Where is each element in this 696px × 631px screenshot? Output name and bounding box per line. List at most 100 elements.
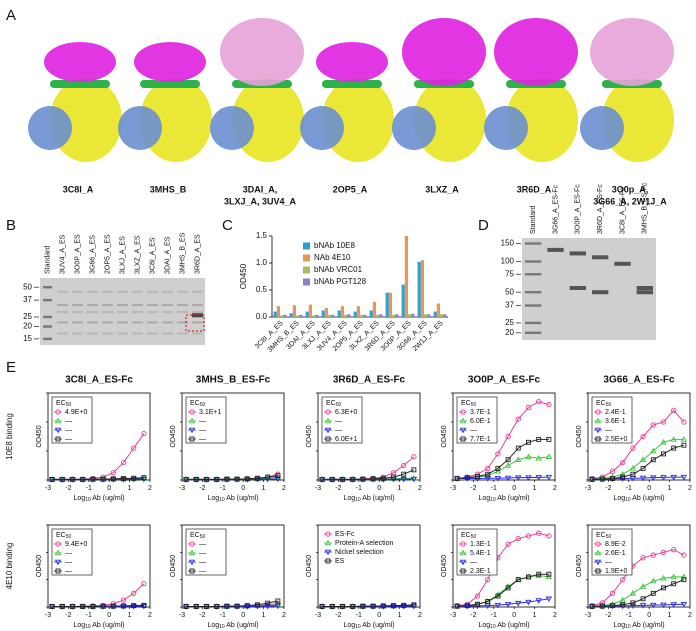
x-tick-label: -2 (65, 612, 71, 619)
marker (131, 475, 137, 481)
marker (370, 603, 376, 609)
marker (515, 416, 521, 422)
marker (319, 476, 325, 482)
marker (340, 604, 345, 609)
marker (401, 471, 407, 477)
marker (131, 445, 137, 451)
bar (315, 314, 319, 317)
legend-label: NAb 4E10 (314, 253, 351, 262)
x-tick-label: -1 (356, 612, 362, 619)
lane-label: 2OP5_A_ES (104, 234, 111, 274)
marker (599, 600, 605, 606)
bar (356, 306, 360, 317)
marker (464, 603, 471, 610)
domain-yellow (50, 78, 122, 162)
helix-green (322, 80, 382, 88)
x-axis-label: Log10 Ab (ug/ml) (343, 495, 394, 503)
marker (369, 477, 377, 483)
y-axis-label: OD450 (441, 425, 448, 447)
x-axis-label-rest: Ab (ug/ml) (361, 622, 395, 629)
legend-title: EC50 (461, 400, 477, 408)
lane-label: 3R6D_A_ES (194, 234, 201, 274)
x-tick-label: 2 (418, 485, 422, 492)
bar (308, 304, 312, 317)
legend-title-main: EC (461, 400, 471, 407)
marker (391, 474, 396, 480)
legend-value: — (199, 568, 206, 575)
x-axis-label-sub: 10 (355, 497, 361, 503)
bar (433, 311, 437, 317)
legend-label: Nickel selection (335, 549, 384, 556)
ladder-band (525, 304, 542, 307)
bar (411, 313, 415, 317)
gel-band (87, 311, 98, 314)
marker (255, 602, 260, 608)
legend-value: — (65, 559, 72, 566)
x-axis-label: Log10 Ab (ug/ml) (478, 495, 529, 503)
legend-title: EC50 (326, 400, 342, 408)
gel-band (102, 311, 113, 314)
marker (234, 476, 240, 482)
marker (410, 474, 418, 481)
structure-label: 3LXJ_A, 3UV4_A (224, 196, 297, 206)
legend-value: — (470, 559, 477, 566)
x-tick-label: 1 (668, 612, 672, 619)
gel-band (177, 321, 188, 324)
legend-swatch (303, 278, 310, 286)
marker (401, 602, 407, 608)
marker (193, 604, 199, 609)
marker (244, 477, 251, 483)
x-axis-label-rest: Ab (ug/ml) (631, 495, 665, 502)
row-label: 10E8 binding (5, 413, 14, 460)
x-tick-label: 2 (553, 612, 557, 619)
bar (331, 314, 335, 317)
x-tick-label: 0 (107, 485, 111, 492)
domain-yellow (602, 78, 674, 162)
x-axis-label: Log10 Ab (ug/ml) (73, 495, 124, 503)
marker (99, 604, 107, 610)
bar (388, 292, 392, 317)
marker (619, 470, 626, 477)
marker (515, 456, 522, 462)
x-tick-label: -1 (626, 612, 632, 619)
x-tick-label: -1 (491, 485, 497, 492)
helix-green (50, 80, 110, 88)
x-axis-label-main: Log (73, 622, 85, 629)
x-tick-label: 0 (512, 485, 516, 492)
gel-band (57, 304, 68, 307)
marker (380, 604, 387, 610)
marker (671, 407, 677, 414)
marker (204, 476, 209, 482)
marker (89, 477, 97, 483)
marker (454, 476, 460, 481)
x-axis-label-main: Log (613, 495, 625, 502)
gel-band (117, 290, 128, 293)
marker (536, 571, 542, 577)
ladder-band (43, 315, 52, 319)
legend-title-sub: 50 (200, 534, 206, 540)
x-axis-label-rest: Ab (ug/ml) (91, 622, 125, 629)
marker (370, 476, 376, 482)
x-axis-label-rest: Ab (ug/ml) (496, 495, 530, 502)
marker (525, 404, 532, 411)
structure-label: 3O0p_A, (612, 184, 649, 194)
lane-label: 3G66_A_ES-Fc (552, 184, 559, 234)
marker (620, 474, 626, 480)
structure-label: 3DAI_A, (243, 184, 278, 194)
y-axis-label: OD450 (170, 425, 177, 447)
legend-value: 3.1E+1 (199, 409, 221, 416)
curve (457, 476, 549, 480)
marker (681, 577, 687, 583)
x-axis-label-sub: 10 (219, 497, 225, 503)
marker (233, 604, 241, 610)
marker (504, 475, 512, 482)
bar (347, 314, 351, 317)
bar (283, 314, 287, 317)
x-tick-label: -3 (315, 612, 321, 619)
bar (360, 314, 364, 317)
marker (350, 476, 356, 482)
legend-value: 7.7E-1 (470, 436, 491, 443)
legend-title-sub: 50 (66, 402, 72, 408)
marker-label: 20 (23, 322, 32, 331)
x-axis-label-rest: Ab (ug/ml) (496, 622, 530, 629)
